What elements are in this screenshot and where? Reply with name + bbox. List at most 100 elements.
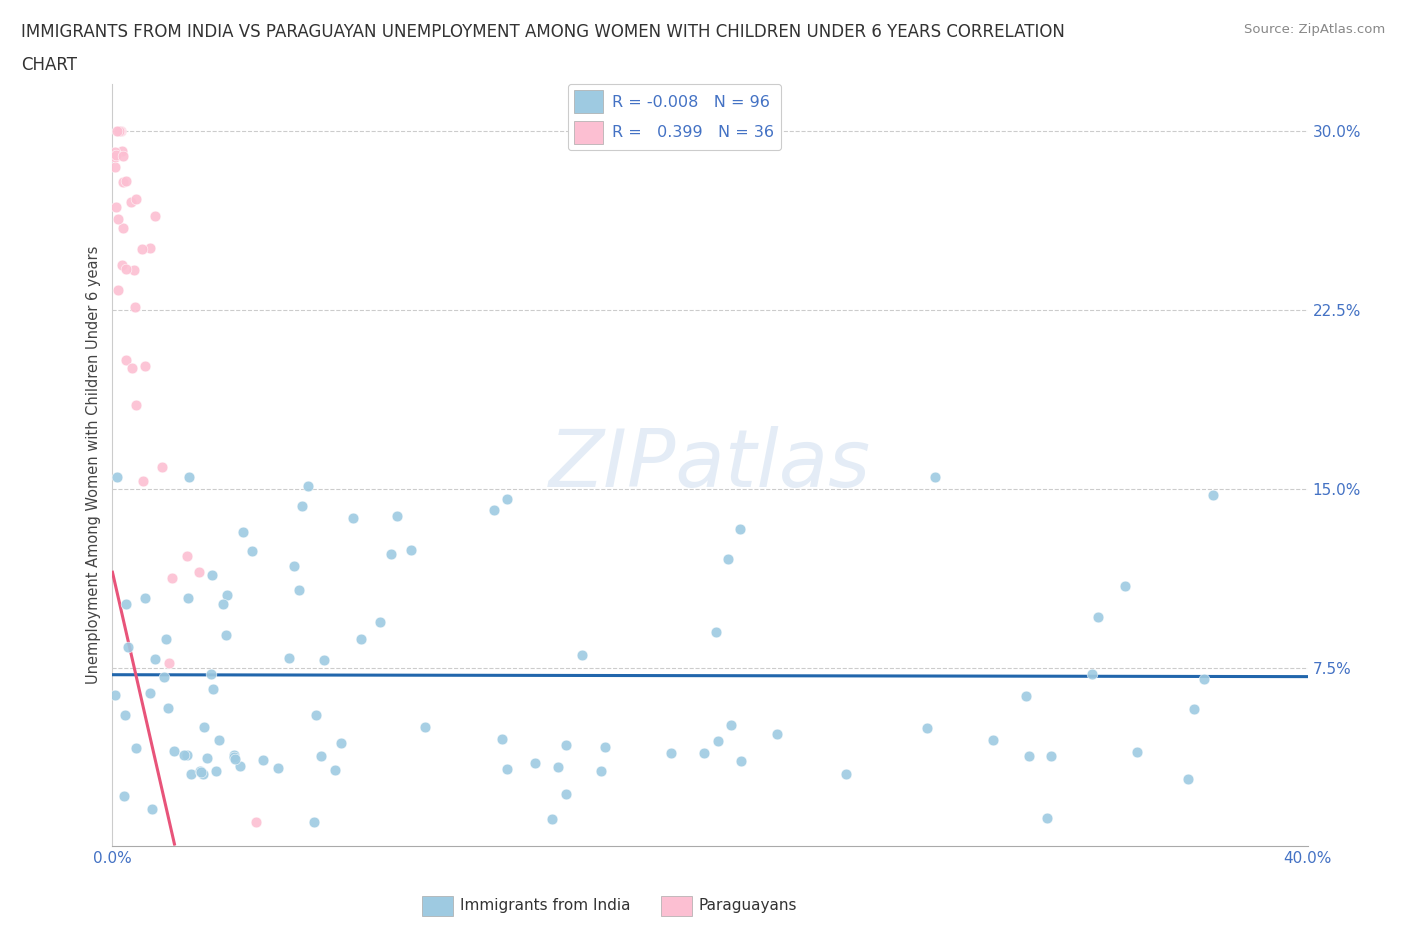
Text: CHART: CHART — [21, 56, 77, 73]
Point — [291, 498, 314, 513]
Point — [342, 511, 364, 525]
Point — [141, 802, 163, 817]
Point — [228, 759, 250, 774]
Point — [139, 685, 162, 700]
Point — [707, 734, 730, 749]
Text: ZIPatlas: ZIPatlas — [548, 426, 872, 504]
Point — [329, 736, 352, 751]
Point — [350, 631, 373, 646]
Point — [380, 547, 402, 562]
Point — [304, 815, 326, 830]
Point — [104, 160, 127, 175]
Point — [589, 764, 612, 779]
Point — [112, 174, 135, 189]
Point — [205, 764, 228, 778]
Point — [224, 748, 246, 763]
Point — [491, 732, 513, 747]
Point — [188, 565, 211, 580]
Point — [122, 262, 145, 277]
Point — [173, 748, 195, 763]
Text: Immigrants from India: Immigrants from India — [460, 898, 630, 913]
Point — [232, 525, 254, 539]
Point — [112, 148, 135, 163]
Point — [924, 470, 946, 485]
Point — [692, 746, 714, 761]
Point — [1080, 667, 1102, 682]
Point — [1036, 811, 1059, 826]
Point — [143, 209, 166, 224]
Point — [1125, 744, 1147, 759]
Point — [728, 522, 751, 537]
Point — [245, 815, 267, 830]
Point — [153, 670, 176, 684]
Point — [1192, 671, 1215, 686]
Point — [496, 762, 519, 777]
Point — [1087, 609, 1109, 624]
Point — [385, 509, 408, 524]
Point — [704, 624, 727, 639]
Point — [309, 748, 332, 763]
Text: Source: ZipAtlas.com: Source: ZipAtlas.com — [1244, 23, 1385, 36]
Point — [117, 640, 139, 655]
Point — [222, 750, 245, 764]
Point — [1015, 688, 1038, 703]
Point — [134, 359, 156, 374]
Point — [200, 567, 222, 582]
Point — [124, 299, 146, 314]
Point — [105, 124, 128, 139]
Point — [120, 194, 142, 209]
Point — [252, 752, 274, 767]
Point — [571, 647, 593, 662]
Point — [495, 492, 517, 507]
Point — [593, 739, 616, 754]
Point — [215, 588, 238, 603]
Point — [112, 789, 135, 804]
Point — [145, 652, 167, 667]
Point — [193, 719, 215, 734]
Point — [720, 718, 742, 733]
Text: IMMIGRANTS FROM INDIA VS PARAGUAYAN UNEMPLOYMENT AMONG WOMEN WITH CHILDREN UNDER: IMMIGRANTS FROM INDIA VS PARAGUAYAN UNEM… — [21, 23, 1064, 41]
Point — [105, 470, 128, 485]
Point — [312, 652, 335, 667]
Point — [304, 708, 326, 723]
Point — [267, 761, 290, 776]
Point — [1018, 749, 1040, 764]
Point — [111, 258, 134, 272]
Point — [177, 591, 200, 605]
Point — [121, 361, 143, 376]
Point — [190, 764, 212, 779]
Point — [115, 352, 138, 367]
Point — [188, 764, 211, 778]
Point — [200, 667, 222, 682]
Point — [401, 543, 423, 558]
Point — [114, 596, 136, 611]
Point — [523, 755, 546, 770]
Point — [157, 700, 180, 715]
Point — [176, 549, 198, 564]
Point — [555, 737, 578, 752]
Point — [180, 766, 202, 781]
Point — [115, 262, 138, 277]
Point — [124, 398, 146, 413]
Point — [482, 503, 505, 518]
Point — [110, 124, 132, 139]
Point — [107, 212, 129, 227]
Point — [541, 812, 564, 827]
Point — [155, 631, 177, 646]
Point — [413, 720, 436, 735]
Point — [124, 192, 146, 206]
Point — [1040, 749, 1063, 764]
Point — [177, 470, 200, 485]
Point — [1182, 701, 1205, 716]
Point — [224, 751, 246, 766]
Point — [157, 656, 180, 671]
Point — [115, 174, 138, 189]
Legend: R = -0.008   N = 96, R =   0.399   N = 36: R = -0.008 N = 96, R = 0.399 N = 36 — [568, 84, 780, 150]
Point — [134, 591, 156, 605]
Point — [150, 459, 173, 474]
Point — [162, 570, 184, 585]
Point — [108, 124, 131, 139]
Point — [104, 144, 127, 159]
Point — [730, 753, 752, 768]
Point — [981, 733, 1004, 748]
